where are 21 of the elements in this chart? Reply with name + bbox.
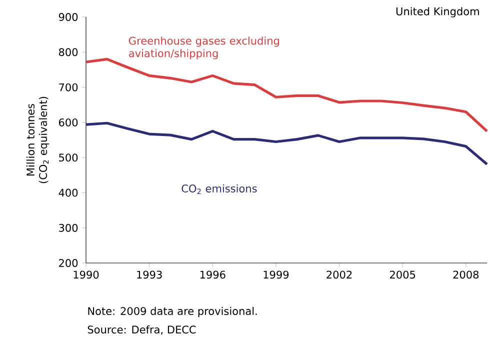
y-tick-label: 500 [59,154,78,162]
x-tick-label: 1996 [200,270,226,279]
text: CO$_{2}$ emissions [182,184,257,194]
x-tick-label: 2008 [453,270,479,279]
x-tick-label: 1999 [264,270,289,279]
annotation: United Kingdom [396,7,479,18]
x-tick-label: 2005 [390,270,416,279]
text: Note: 2009 data are provisional. [88,306,257,318]
line-series [84,58,488,133]
x-tick-label: 2002 [326,270,352,279]
source-note: Source: Defra, DECC [88,325,196,335]
x-tick-label: 1993 [137,270,162,279]
y-tick-label: 200 [59,259,78,267]
y-tick-label: 300 [59,224,78,232]
y-tick-label: 600 [58,118,78,126]
y-tick-label: 900 [58,13,78,21]
y-tick-label: 400 [58,188,78,197]
x-tick-label: 1990 [74,270,99,279]
y-tick-label: 700 [59,83,78,92]
y-tick-label: 800 [58,48,78,56]
series-label: Greenhouse gases excluding aviation/shipping [129,36,279,60]
